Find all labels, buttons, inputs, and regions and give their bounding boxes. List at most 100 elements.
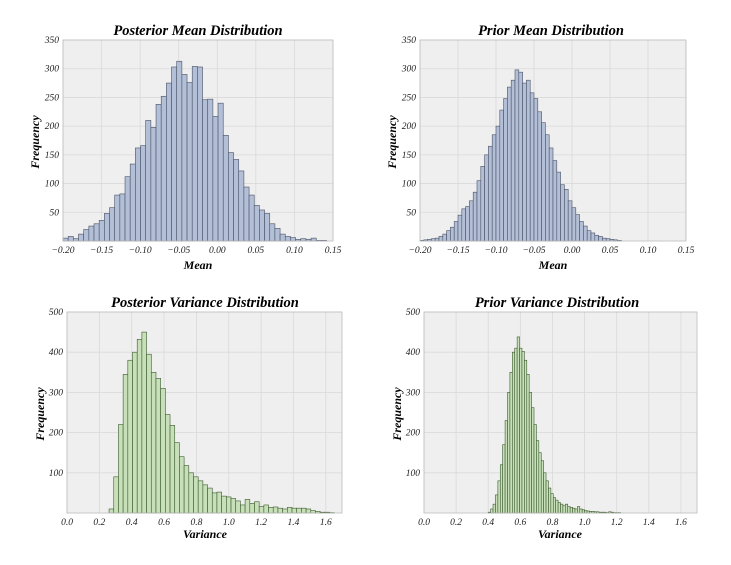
x-tick-label: 0.6 <box>158 518 170 528</box>
histogram-bar <box>548 147 554 242</box>
histogram-bar <box>574 508 578 514</box>
histogram-bar <box>291 507 298 514</box>
histogram-bar <box>495 494 499 514</box>
histogram-bar <box>127 359 133 514</box>
histogram-bar <box>113 476 119 514</box>
histogram-bar <box>78 233 84 242</box>
y-tick-label: 150 <box>402 151 417 161</box>
histogram-bar <box>533 424 537 514</box>
x-tick-label: 0.4 <box>482 518 494 528</box>
y-tick-label: 350 <box>44 36 60 46</box>
panel-posterior-variance: Posterior Variance Distribution Variance… <box>33 295 343 541</box>
histogram-bar <box>244 499 251 514</box>
histogram-bar <box>88 225 95 242</box>
x-tick-label: 0.6 <box>514 518 526 528</box>
y-tick-label: 200 <box>45 122 60 132</box>
histogram-bar <box>296 507 302 514</box>
histogram-bar <box>188 472 194 514</box>
histogram-bar <box>279 233 286 242</box>
histogram-bar <box>202 99 209 242</box>
histogram-bar <box>507 86 512 242</box>
histogram-bar <box>207 487 213 514</box>
histogram-bar <box>268 507 274 514</box>
histogram-bar <box>93 223 100 242</box>
y-axis-label: Frequency <box>33 387 47 442</box>
histogram-bar <box>253 205 260 242</box>
histogram-bar <box>541 122 546 242</box>
histogram-bar <box>567 200 573 242</box>
y-tick-label: 100 <box>402 180 417 190</box>
histogram-bar <box>538 452 542 514</box>
x-tick-label: 0.05 <box>248 246 265 256</box>
histogram-bar <box>465 206 470 242</box>
histogram-bar <box>249 503 255 514</box>
x-tick-label: 0.15 <box>678 246 695 256</box>
histogram-bar <box>502 444 506 514</box>
histogram-bar <box>259 209 265 242</box>
histogram-bar <box>472 191 478 242</box>
histogram-bar <box>543 472 547 514</box>
histogram-bar <box>598 236 603 242</box>
panel-title: Posterior Variance Distribution <box>111 295 299 311</box>
y-tick-label: 300 <box>48 388 64 398</box>
histogram-bar <box>310 237 317 242</box>
y-axis-label: Frequency <box>390 387 404 442</box>
histogram-bar <box>226 496 232 514</box>
histogram-bar <box>469 200 474 242</box>
plot-frame <box>66 311 343 514</box>
y-tick-label: 300 <box>44 65 60 75</box>
x-tick-label: 1.0 <box>579 518 591 528</box>
plot-area <box>67 312 342 513</box>
histogram-bar <box>114 194 121 242</box>
histogram-bar <box>453 221 459 242</box>
histogram-bar <box>545 134 550 242</box>
histogram-bar <box>254 501 260 514</box>
histogram-bar <box>141 331 147 514</box>
histogram-bar <box>526 374 530 514</box>
histogram-bar <box>540 460 544 514</box>
histogram-bar <box>562 505 566 514</box>
histogram-bar <box>155 378 161 514</box>
panel-prior-variance: Prior Variance Distribution Variance Fre… <box>390 295 698 541</box>
y-axis-label: Frequency <box>385 115 399 170</box>
histogram-bar <box>531 407 535 514</box>
histogram-bar <box>290 237 296 242</box>
histogram-bar <box>503 98 508 242</box>
histogram-bar <box>211 492 218 514</box>
x-tick-label: 0.10 <box>286 246 303 256</box>
histogram-bar <box>528 392 532 514</box>
y-tick-label: 500 <box>49 308 64 318</box>
x-tick-label: 0.00 <box>564 246 581 256</box>
histogram-bar <box>212 116 219 242</box>
y-tick-label: 50 <box>407 208 417 218</box>
histogram-bar <box>274 228 281 242</box>
y-tick-label: 150 <box>45 151 60 161</box>
y-tick-label: 100 <box>49 469 64 479</box>
panel-posterior-mean: Posterior Mean Distribution Mean Frequen… <box>28 23 342 272</box>
histogram-bar <box>555 499 559 514</box>
histogram-bar <box>160 95 167 242</box>
histogram-bar <box>217 102 224 242</box>
x-tick-label: 1.4 <box>643 518 655 528</box>
x-tick-label: 0.10 <box>640 246 657 256</box>
histogram-bar <box>145 120 152 242</box>
histogram-bar <box>104 213 110 242</box>
y-tick-label: 300 <box>401 65 417 75</box>
histogram-bar <box>150 371 157 514</box>
histogram-bar <box>499 464 503 514</box>
plot-frame <box>419 39 687 242</box>
plot-frame <box>62 39 334 242</box>
histogram-bar <box>248 194 255 242</box>
histogram-bar <box>590 232 596 242</box>
y-tick-label: 100 <box>406 469 421 479</box>
histogram-bar <box>575 214 580 242</box>
histogram-bar <box>216 491 222 514</box>
histogram-bar <box>301 507 307 514</box>
histogram-bar <box>492 503 496 514</box>
histogram-bar <box>263 504 269 514</box>
histogram-bar <box>548 487 552 514</box>
histogram-bar <box>186 82 193 242</box>
y-tick-label: 500 <box>406 308 421 318</box>
x-tick-label: −0.20 <box>408 246 431 256</box>
histogram-bar <box>67 236 74 242</box>
